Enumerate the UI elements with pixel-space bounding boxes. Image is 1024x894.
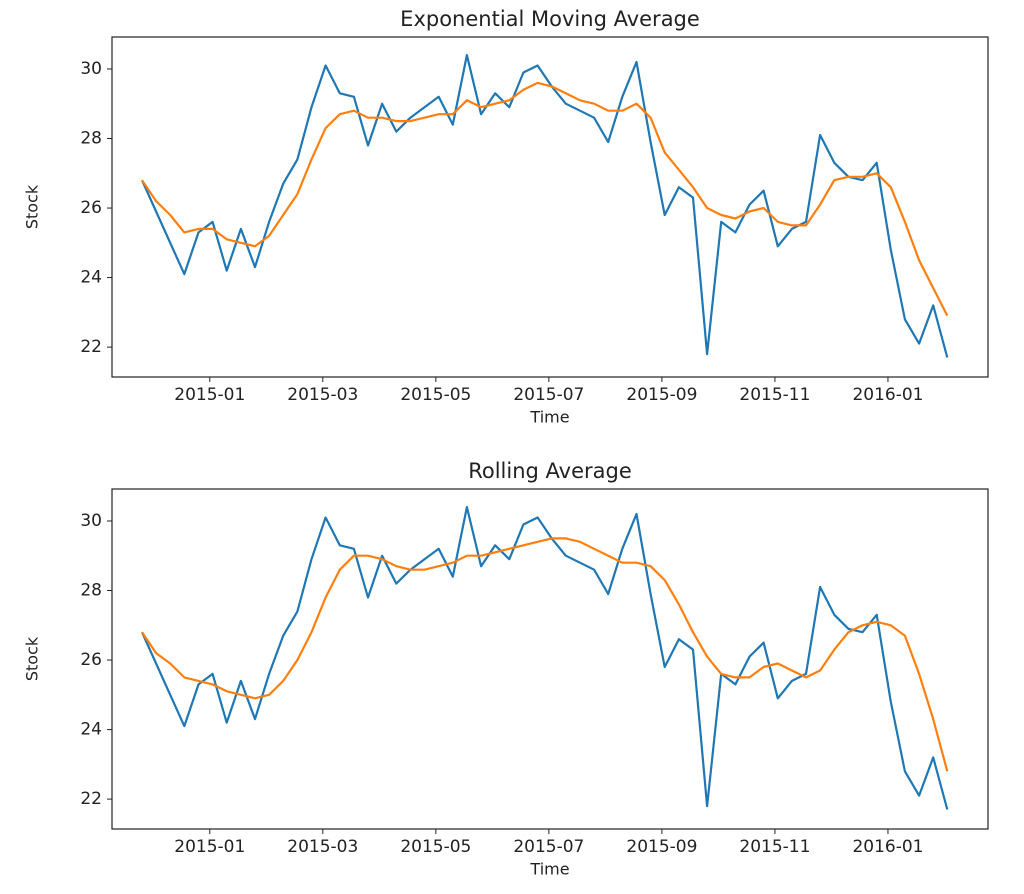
data-line <box>140 54 949 358</box>
y-tick-label: 24 <box>80 268 102 288</box>
data-line <box>141 81 949 317</box>
x-tick-label: 2015-01 <box>174 837 245 857</box>
x-tick-label: 2015-05 <box>400 837 471 857</box>
x-tick-label: 2015-05 <box>400 385 471 405</box>
chart-title: Exponential Moving Average <box>400 7 700 31</box>
x-tick-label: 2016-01 <box>852 385 923 405</box>
x-tick-label: 2015-11 <box>739 837 810 857</box>
y-tick-label: 28 <box>80 581 102 601</box>
x-tick-label: 2015-03 <box>287 837 358 857</box>
x-tick-label: 2016-01 <box>852 837 923 857</box>
x-tick-label: 2015-01 <box>174 385 245 405</box>
y-tick-label: 30 <box>80 511 102 531</box>
y-axis-label: Stock <box>23 184 42 229</box>
x-tick-label: 2015-07 <box>513 837 584 857</box>
y-tick-label: 30 <box>80 59 102 79</box>
x-tick-label: 2015-03 <box>287 385 358 405</box>
y-tick-label: 26 <box>80 198 102 218</box>
chart-title: Rolling Average <box>468 459 632 483</box>
axes-frame <box>111 36 989 378</box>
subplot: Rolling Average 22 24 26 28 30 2015-01 2015-03 2… <box>23 459 989 879</box>
x-axis-label: Time <box>529 860 569 879</box>
data-line <box>141 537 949 772</box>
y-tick-label: 28 <box>80 129 102 149</box>
x-tick-label: 2015-09 <box>626 837 697 857</box>
y-tick-label: 26 <box>80 650 102 670</box>
x-axis-label: Time <box>529 408 569 427</box>
y-tick-label: 22 <box>80 337 102 357</box>
data-line <box>140 506 949 810</box>
x-tick-label: 2015-07 <box>513 385 584 405</box>
subplot: Exponential Moving Average 22 24 26 28 30 2015… <box>23 7 989 427</box>
axes-frame <box>111 488 989 830</box>
x-tick-label: 2015-11 <box>739 385 810 405</box>
x-tick-label: 2015-09 <box>626 385 697 405</box>
y-axis-label: Stock <box>23 636 42 681</box>
y-tick-label: 24 <box>80 720 102 740</box>
y-tick-label: 22 <box>80 789 102 809</box>
